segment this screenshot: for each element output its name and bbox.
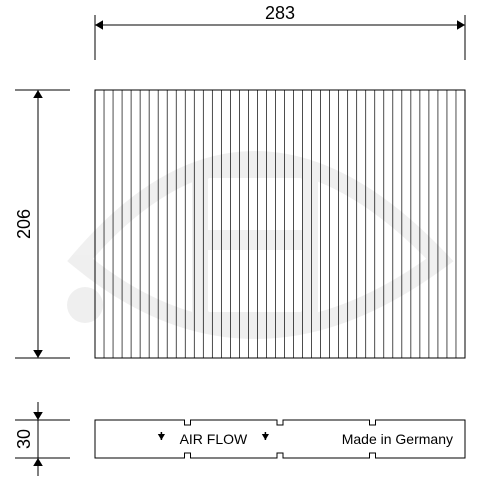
origin-label: Made in Germany [342, 431, 453, 447]
technical-drawing: 283 206 AIR FLOW Made in Germany 30 [0, 0, 500, 500]
width-dimension: 283 [265, 3, 295, 23]
airflow-label: AIR FLOW [180, 431, 248, 447]
height-dimension: 206 [14, 209, 34, 239]
thickness-dimension: 30 [14, 429, 34, 449]
